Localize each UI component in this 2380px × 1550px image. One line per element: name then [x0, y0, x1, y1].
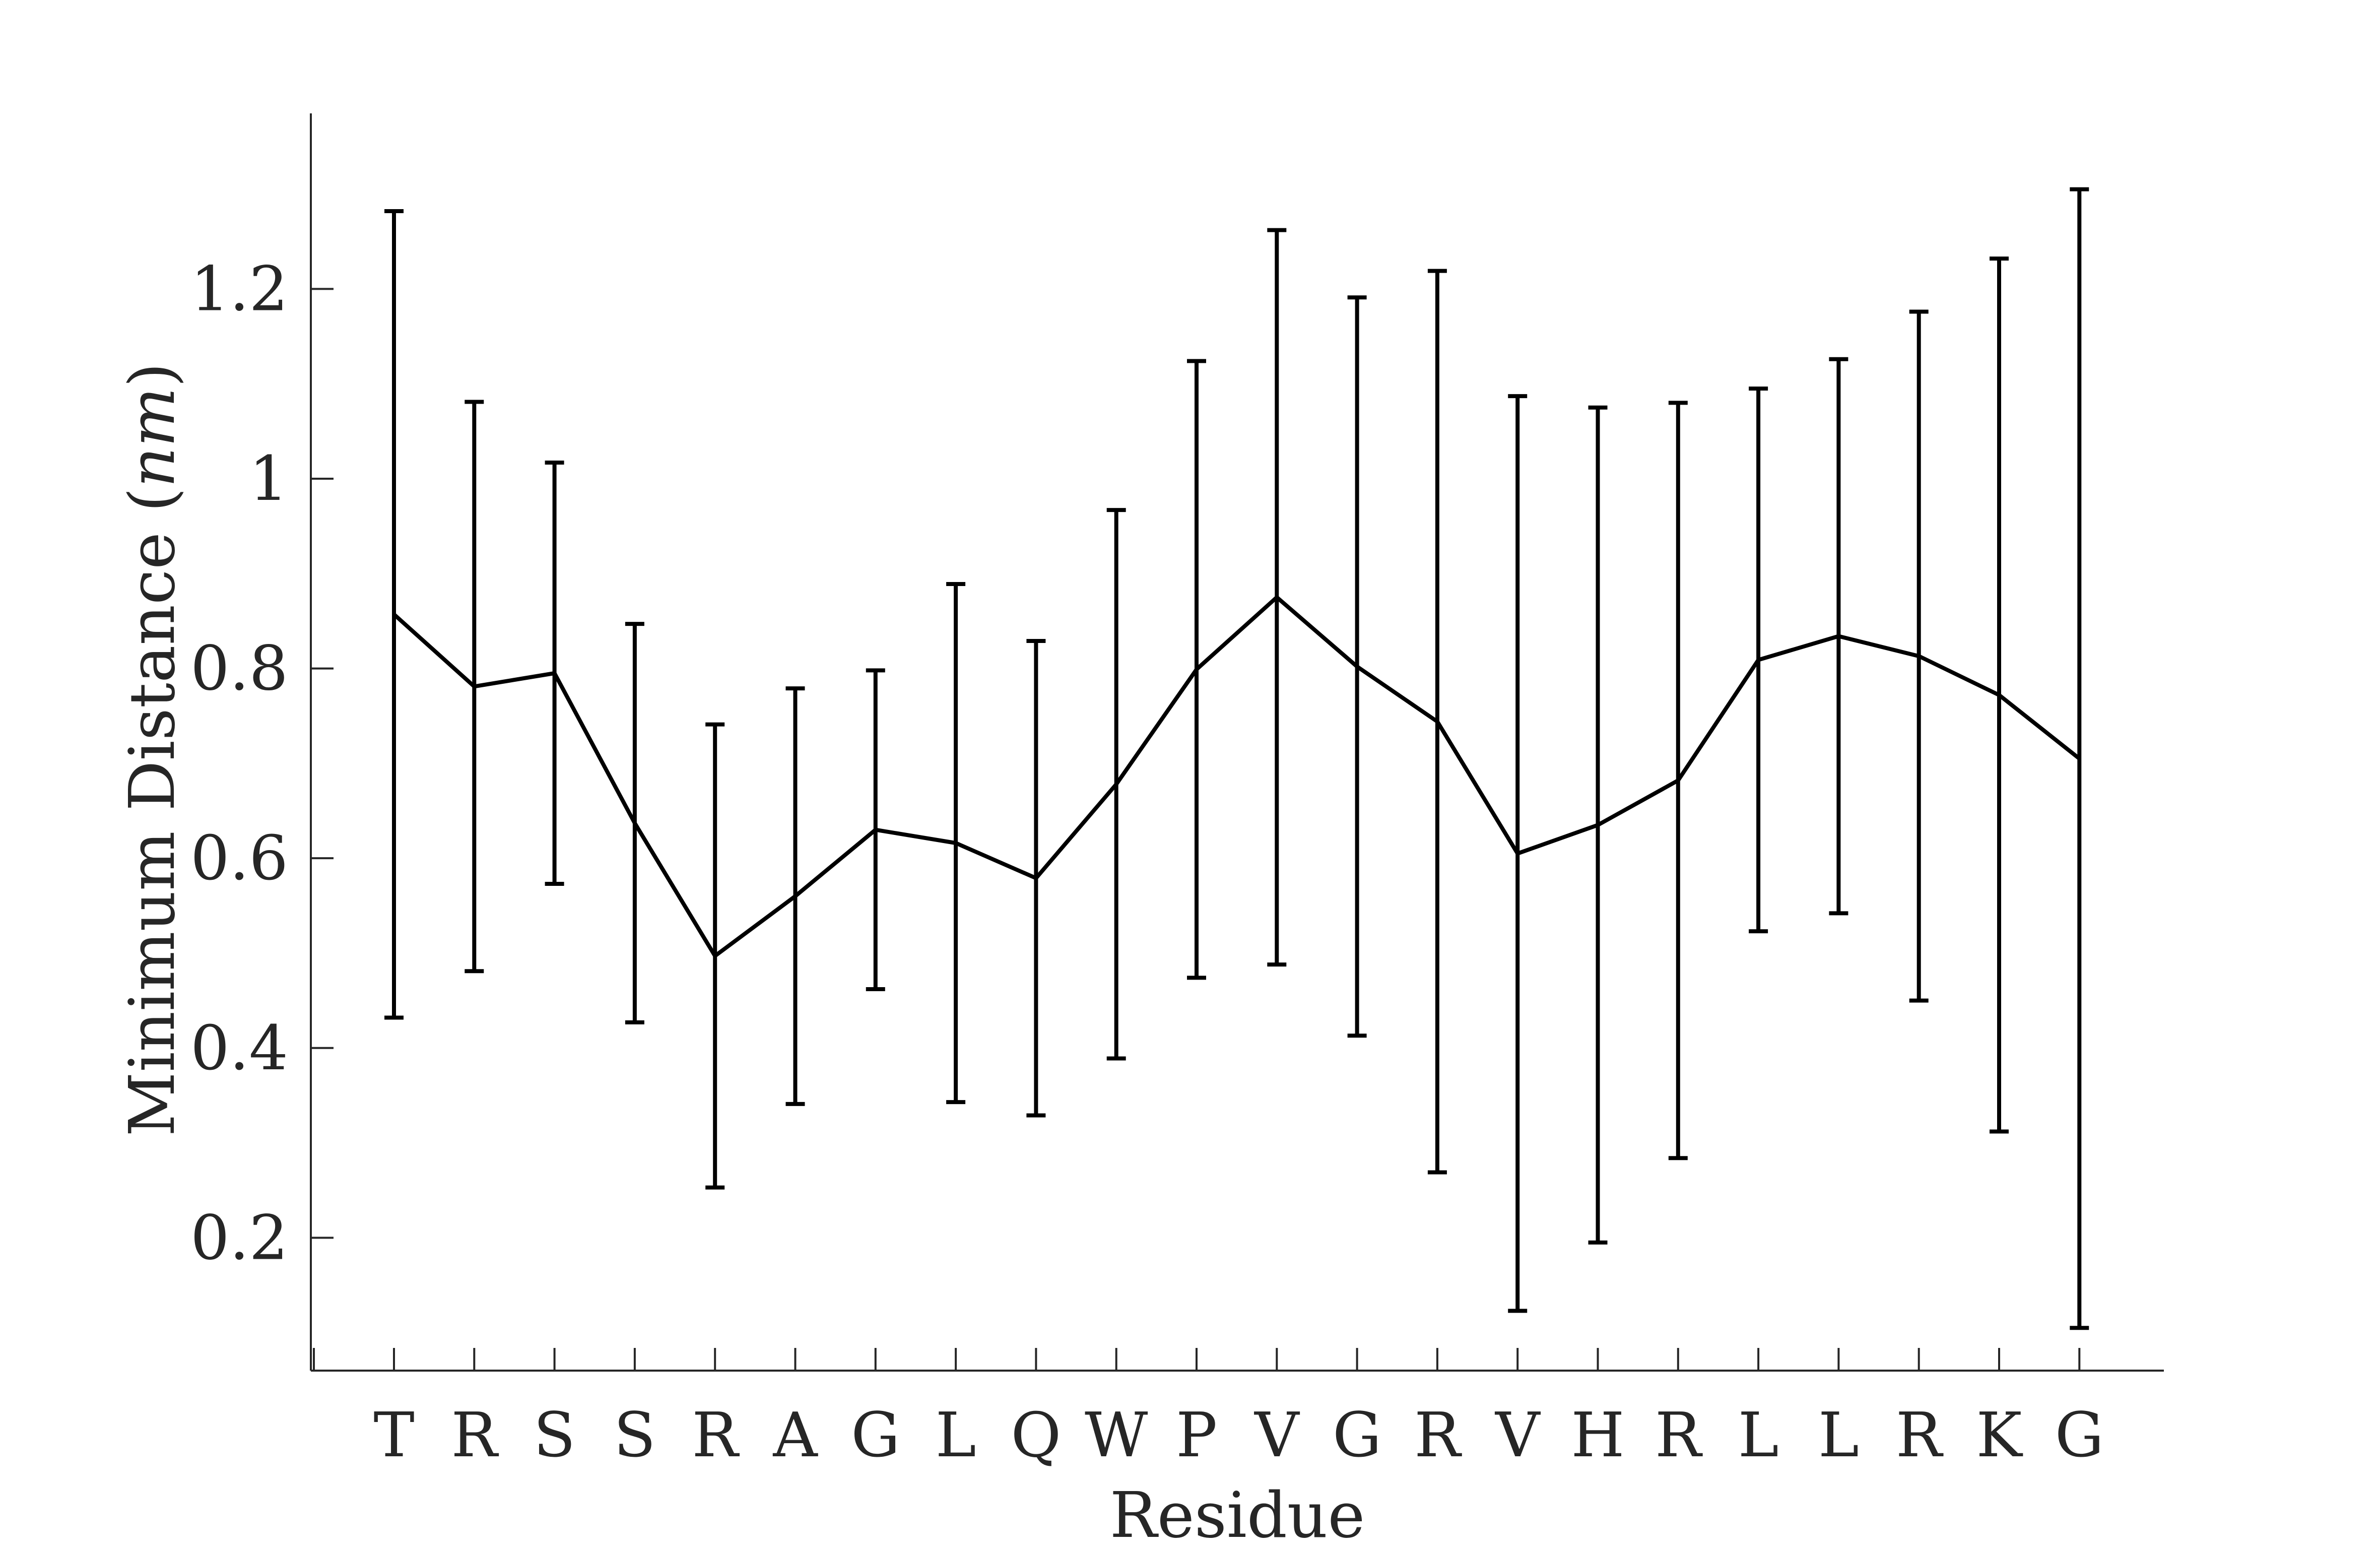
y-axis-title-unit: nm	[116, 387, 189, 487]
y-tick-label: 1	[249, 443, 288, 514]
y-axis-title: Minimum Distance (nm)	[116, 363, 189, 1137]
x-tick-label: L	[1818, 1399, 1859, 1471]
x-tick-label: V	[1253, 1399, 1300, 1471]
series-line	[392, 595, 2081, 958]
x-axis-title: Residue	[1110, 1479, 1365, 1547]
x-tick-label: T	[373, 1399, 414, 1471]
x-tick-label: S	[534, 1399, 576, 1471]
x-tick-label: R	[692, 1399, 740, 1471]
x-tick-label: R	[1896, 1399, 1944, 1471]
y-axis-title-text: Minimum Distance (	[116, 487, 189, 1136]
x-tick-label: G	[2055, 1399, 2104, 1471]
x-tick-label: W	[1085, 1399, 1148, 1471]
y-tick-label: 0.6	[190, 822, 288, 894]
x-tick-label: H	[1571, 1399, 1624, 1471]
x-tick-label: S	[614, 1399, 656, 1471]
x-tick-label: V	[1494, 1399, 1541, 1471]
x-tick-label: R	[451, 1399, 499, 1471]
x-tick-label: K	[1976, 1399, 2023, 1471]
y-tick-label: 0.2	[190, 1202, 288, 1273]
x-tick-label: A	[772, 1399, 818, 1471]
x-tick-label: R	[1414, 1399, 1462, 1471]
x-tick-label: R	[1655, 1399, 1703, 1471]
x-tick-label: P	[1176, 1399, 1217, 1471]
x-tick-label: G	[1333, 1399, 1381, 1471]
x-tick-label: Q	[1011, 1399, 1061, 1471]
y-tick-label: 0.4	[190, 1012, 288, 1084]
y-axis-title-close: )	[116, 363, 189, 388]
x-tick-label: L	[936, 1399, 976, 1471]
x-tick-label: L	[1738, 1399, 1779, 1471]
y-tick-label: 1.2	[190, 253, 288, 325]
x-tick-label: G	[851, 1399, 900, 1471]
y-tick-label: 0.8	[190, 633, 288, 704]
